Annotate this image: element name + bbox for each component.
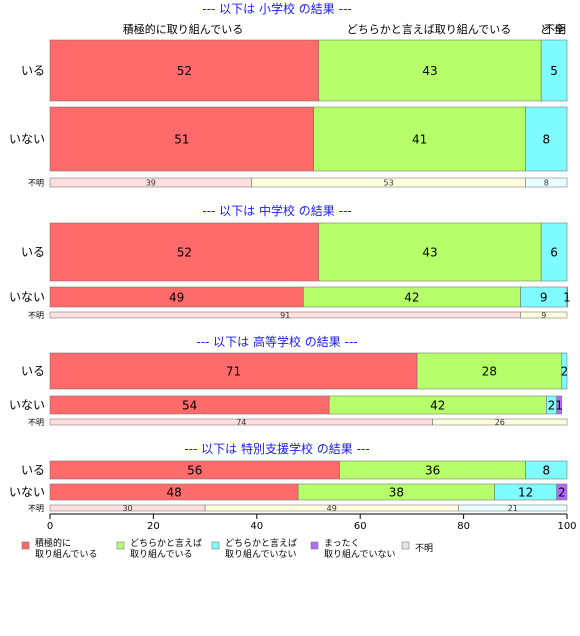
- legend-label: どちらかと言えば: [130, 537, 202, 549]
- section-title: --- 以下は 特別支援学校 の結果 ---: [184, 441, 369, 456]
- bar-segment: [49, 106, 314, 172]
- data-label: 8: [542, 464, 550, 478]
- data-label: 42: [430, 399, 445, 413]
- bar-segment: [525, 106, 568, 172]
- bar-segment: [49, 352, 418, 390]
- data-label: 51: [174, 133, 189, 147]
- data-label: 2: [558, 486, 566, 500]
- bar-segment: [520, 311, 568, 319]
- bar-segment: [561, 352, 568, 390]
- bar-segment: [540, 222, 568, 282]
- data-label: 52: [177, 64, 192, 78]
- top-label: 全: [554, 22, 565, 36]
- legend-label: 取り組んでいる: [130, 548, 193, 560]
- data-label: 54: [182, 399, 197, 413]
- row-label: 不明: [28, 311, 44, 320]
- top-label: 不明: [544, 23, 566, 36]
- legend-label: どちらかと言えば: [225, 537, 297, 549]
- data-label: 56: [187, 464, 202, 478]
- data-label: 12: [518, 486, 533, 500]
- row-label: いない: [9, 290, 45, 304]
- row-label: 不明: [28, 179, 44, 188]
- data-label: 49: [169, 291, 184, 305]
- top-label: どちらかと言えば取り組んでいる: [347, 23, 511, 36]
- row-label: いる: [21, 64, 45, 78]
- legend-swatch: [21, 541, 30, 550]
- data-label: 42: [404, 291, 419, 305]
- data-label: 30: [122, 504, 132, 513]
- row-label: いない: [9, 132, 45, 146]
- bar-segment: [556, 483, 568, 501]
- data-label: 9: [540, 291, 548, 305]
- data-label: 9: [541, 311, 546, 320]
- legend-swatch: [310, 541, 319, 550]
- data-label: 43: [422, 64, 437, 78]
- legend-label: 取り組んでいない: [225, 548, 297, 560]
- top-label: 積極的に取り組んでいる: [123, 22, 243, 36]
- bar-segment: [540, 39, 568, 102]
- data-label: 2: [561, 365, 569, 379]
- data-label: 8: [544, 179, 549, 188]
- row-label: いる: [21, 245, 45, 259]
- data-label: 74: [236, 418, 246, 427]
- bar-segment: [525, 177, 568, 188]
- data-label: 38: [389, 486, 404, 500]
- bar-segment: [566, 286, 568, 308]
- bar-segment: [416, 352, 563, 390]
- data-label: 36: [425, 464, 440, 478]
- section-title: --- 以下は 高等学校 の結果 ---: [196, 334, 357, 349]
- data-label: 1: [563, 291, 571, 305]
- x-tick-label: 20: [147, 521, 160, 532]
- data-label: 2: [548, 399, 556, 413]
- legend-label: 取り組んでいる: [35, 548, 98, 560]
- data-label: 41: [412, 133, 427, 147]
- bar-segment: [318, 222, 542, 282]
- data-label: 71: [226, 365, 241, 379]
- data-label: 48: [166, 486, 181, 500]
- data-label: 1: [555, 399, 563, 413]
- data-label: 43: [422, 246, 437, 260]
- x-tick-label: 40: [250, 521, 263, 532]
- bar-segment: [556, 395, 563, 415]
- legend-swatch: [116, 541, 125, 550]
- row-label: いる: [21, 364, 45, 378]
- legend-label: 取り組んでいない: [324, 548, 396, 560]
- data-label: 26: [495, 418, 505, 427]
- bar-segment: [313, 106, 526, 172]
- legend-swatch: [211, 541, 220, 550]
- data-label: 49: [327, 504, 337, 513]
- legend-label: 積極的に: [35, 537, 71, 549]
- bar-segment: [432, 418, 568, 426]
- x-tick-label: 60: [354, 521, 367, 532]
- data-label: 5: [550, 64, 558, 78]
- x-tick-label: 0: [47, 521, 53, 532]
- legend-swatch: [401, 541, 410, 550]
- data-label: 39: [146, 179, 156, 188]
- row-label: いない: [9, 398, 45, 412]
- data-label: 53: [384, 179, 394, 188]
- legend-label: まったく: [324, 538, 360, 549]
- data-label: 91: [280, 311, 290, 320]
- bar-segment: [49, 39, 320, 102]
- row-label: 不明: [28, 504, 44, 513]
- row-label: いる: [21, 463, 45, 477]
- row-label: いない: [9, 485, 45, 499]
- legend-label: 不明: [415, 543, 433, 554]
- data-label: 6: [550, 246, 558, 260]
- row-label: 不明: [28, 418, 44, 427]
- data-label: 28: [482, 365, 497, 379]
- section-title: --- 以下は 小学校 の結果 ---: [202, 1, 351, 16]
- x-tick-label: 80: [457, 521, 470, 532]
- section-title: --- 以下は 中学校 の結果 ---: [202, 203, 351, 218]
- bar-segment: [49, 222, 320, 282]
- bar-segment: [458, 504, 568, 512]
- bar-segment: [525, 460, 568, 480]
- data-label: 52: [177, 246, 192, 260]
- x-tick-label: 100: [557, 521, 576, 532]
- data-label: 21: [508, 504, 518, 513]
- data-label: 8: [542, 133, 550, 147]
- top-label: ど: [540, 23, 551, 36]
- bar-segment: [318, 39, 542, 102]
